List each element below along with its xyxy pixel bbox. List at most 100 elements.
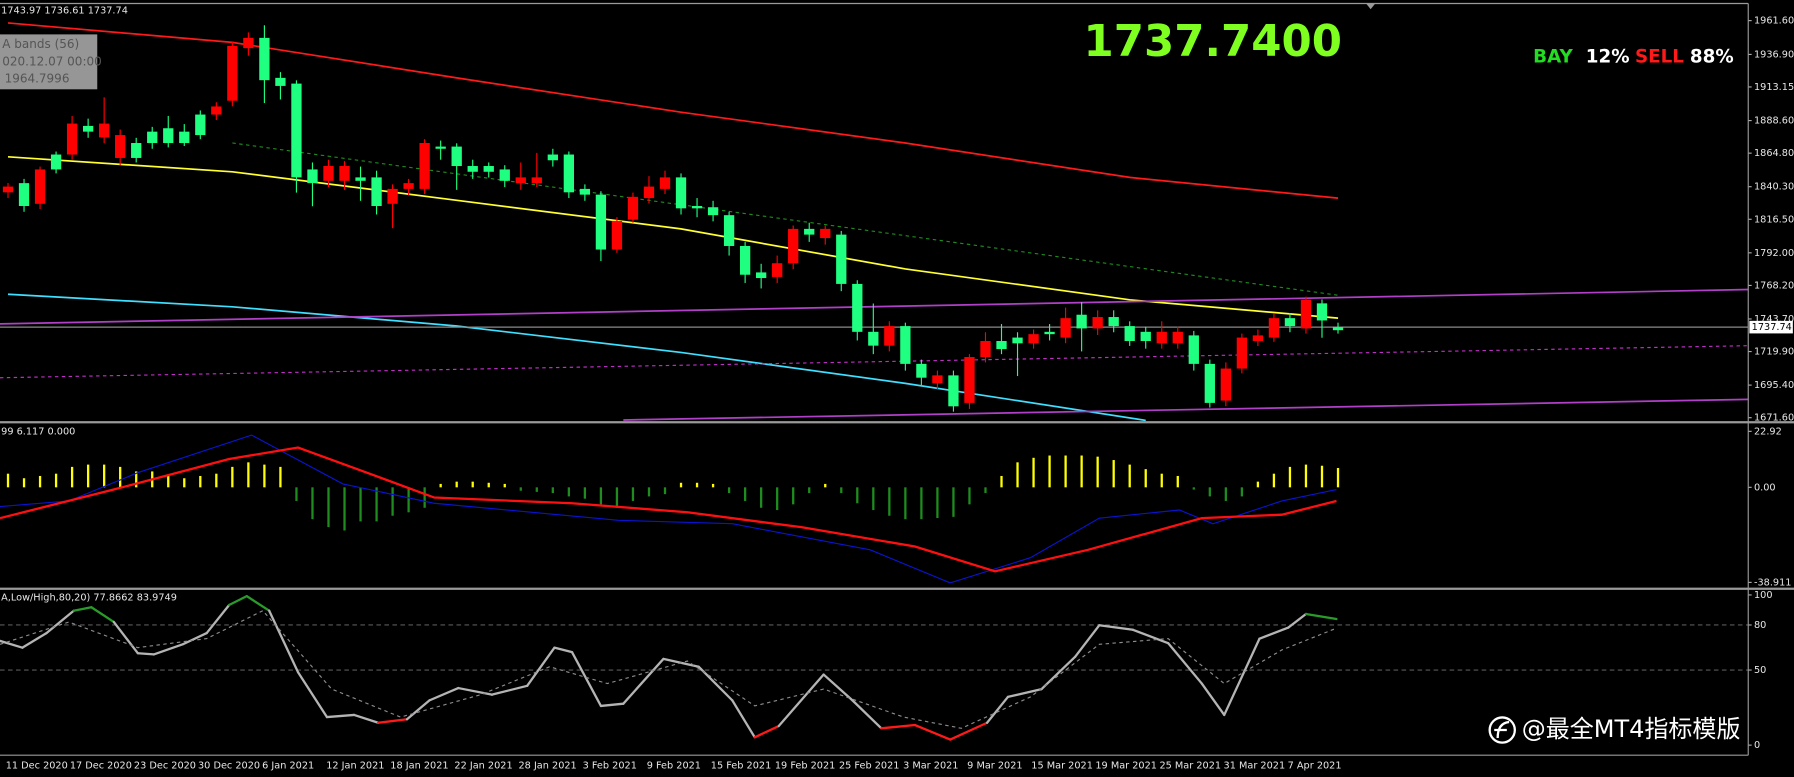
x-tick-label: 12 Jan 2021 (326, 760, 384, 771)
candle-body (387, 188, 398, 204)
overlay-line (0, 345, 1749, 379)
x-tick-label: 9 Mar 2021 (967, 760, 1022, 771)
stochastic-segment (553, 646, 574, 654)
stochastic-segment (570, 651, 603, 708)
histogram-bar (631, 487, 635, 501)
candle-body (82, 125, 94, 132)
candle-body (1316, 303, 1328, 321)
histogram-bar (743, 487, 747, 501)
candle-body (563, 154, 575, 193)
candle-body (531, 177, 542, 184)
histogram-bar (663, 487, 667, 495)
x-tick-label: 3 Feb 2021 (583, 760, 637, 771)
candle-body (627, 196, 639, 220)
y-tick-label: 1961.60 (1754, 16, 1794, 27)
stochastic-segment (325, 713, 356, 719)
watermark-logo (1494, 720, 1510, 739)
stochastic-segment (90, 606, 115, 624)
signal-line (0, 609, 1337, 729)
candle-body (355, 177, 366, 181)
indicator-line (0, 446, 1337, 573)
candle-body (980, 341, 991, 358)
last-price: 1737.7400 (1084, 17, 1342, 67)
info-text: 020.12.07 00:00 (2, 54, 101, 68)
candle-body (50, 154, 62, 170)
histogram-bar (455, 481, 458, 488)
candle-body (836, 234, 847, 284)
stochastic-segment (913, 723, 952, 741)
candle-body (499, 169, 510, 181)
candle-body (483, 166, 494, 172)
candle-body (1252, 335, 1264, 342)
histogram-bar (1208, 487, 1211, 497)
histogram-bar (647, 487, 651, 497)
x-tick-label: 15 Feb 2021 (711, 760, 772, 771)
stochastic-segment (851, 699, 883, 730)
y-tick-label: 1671.60 (1754, 413, 1794, 424)
candle-body (675, 177, 687, 209)
histogram-bar (840, 487, 843, 494)
histogram-bar (167, 475, 170, 488)
histogram-bar (247, 462, 250, 488)
candle-body (820, 228, 831, 239)
x-tick-label: 31 Mar 2021 (1224, 760, 1286, 771)
stochastic-segment (753, 724, 780, 739)
x-tick-label: 7 Apr 2021 (1288, 760, 1342, 771)
last-price-box (1749, 320, 1793, 334)
candle-body (163, 128, 174, 144)
candle-body (467, 166, 478, 172)
histogram-bar (952, 487, 955, 517)
y-tick-label: 1864.80 (1754, 148, 1794, 159)
histogram-bar (1176, 475, 1179, 488)
histogram-bar (86, 464, 90, 488)
y-tick-label: 1888.60 (1754, 116, 1794, 127)
histogram-bar (135, 471, 138, 488)
overlay-line (232, 142, 1339, 296)
x-tick-label: 30 Dec 2020 (198, 760, 260, 771)
overlay-line (7, 155, 1339, 319)
histogram-bar (54, 473, 58, 488)
stochastic-segment (1200, 682, 1226, 717)
candle-body (1108, 317, 1119, 327)
histogram-bar (119, 466, 122, 488)
histogram-bar (1032, 457, 1035, 488)
stochastic-segment (731, 699, 756, 739)
histogram-bar (936, 487, 939, 519)
histogram-bar (1272, 473, 1276, 488)
panel-header: 1743.97 1736.61 1737.74 (1, 5, 128, 16)
candle-body (1220, 368, 1231, 401)
histogram-bar (1000, 475, 1003, 488)
candle-body (1076, 314, 1087, 329)
overlay-line (623, 398, 1749, 421)
histogram-bar (215, 473, 218, 488)
histogram-bar (872, 487, 875, 511)
stochastic-segment (985, 695, 1010, 724)
chart-layer: 1671.60 1695.40 1719.90 1743.70 1768.20 1792.… (0, 5, 1794, 771)
histogram-bar (968, 487, 971, 505)
candle-body (868, 331, 879, 346)
candle-body (66, 123, 78, 155)
candle-body (131, 143, 142, 158)
y-tick-label: 1743.70 (1754, 314, 1794, 325)
stochastic-segment (352, 713, 380, 724)
histogram-bar (615, 487, 619, 508)
stochastic-segment (1040, 655, 1077, 691)
candle-body (1044, 331, 1055, 335)
histogram-bar (535, 487, 538, 492)
histogram-bar (711, 483, 715, 488)
candle-body (1140, 331, 1151, 342)
histogram-bar (1016, 462, 1019, 488)
y-tick-label: -38.911 (1754, 577, 1792, 588)
stochastic-segment (268, 609, 300, 674)
overlay-line (0, 288, 1749, 325)
candle-body (1172, 331, 1183, 344)
stochastic-segment (949, 721, 989, 741)
x-tick-label: 23 Dec 2020 (134, 760, 196, 771)
last-price-axis-label: 1737.74 (1752, 322, 1792, 333)
y-tick-label: 0.00 (1754, 482, 1776, 493)
stochastic-segment (21, 631, 48, 649)
histogram-bar (1144, 469, 1147, 488)
histogram-bar (1256, 481, 1260, 488)
x-tick-label: 25 Mar 2021 (1159, 760, 1221, 771)
